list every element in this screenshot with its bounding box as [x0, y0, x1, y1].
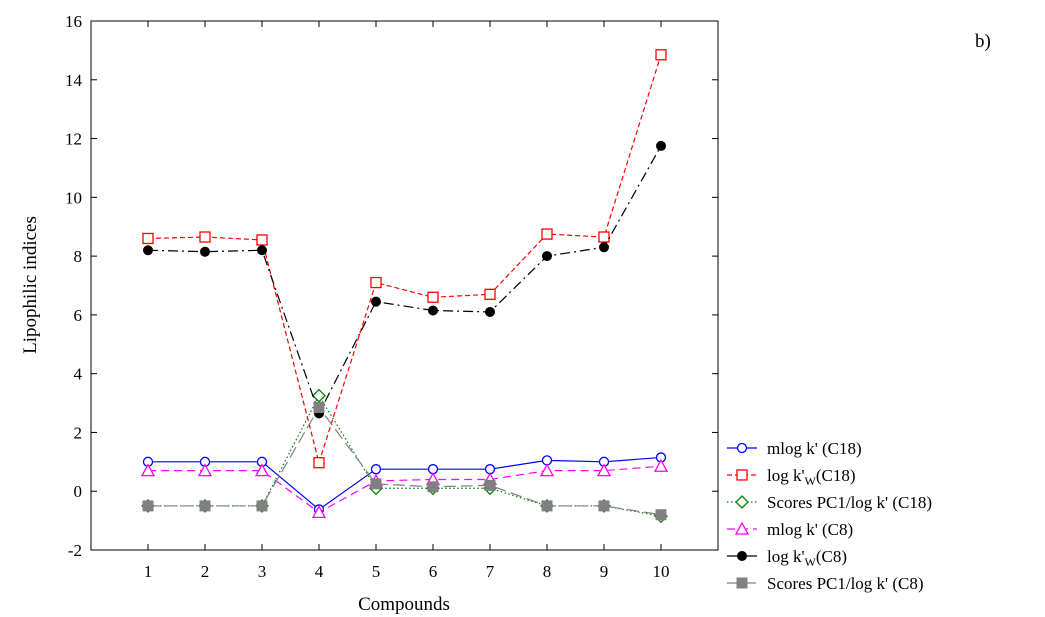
- data-point: [140, 463, 156, 477]
- data-point: [200, 246, 210, 257]
- data-point: [199, 231, 211, 243]
- data-point: [598, 231, 610, 243]
- data-point: [312, 388, 326, 403]
- x-tick-label: 5: [372, 562, 381, 581]
- data-point: [598, 500, 610, 512]
- data-point: [653, 458, 669, 472]
- y-tick-label: 6: [74, 306, 83, 325]
- y-tick-label: 12: [65, 130, 82, 149]
- series-2: [142, 49, 667, 469]
- data-point: [142, 500, 154, 512]
- data-point: [313, 401, 325, 413]
- data-point: [484, 288, 496, 300]
- data-point: [371, 296, 381, 307]
- series-line: [147, 54, 662, 465]
- series-line: [148, 456, 662, 511]
- data-point: [596, 463, 612, 477]
- series-line: [148, 394, 662, 517]
- data-point: [484, 479, 496, 491]
- data-point: [257, 245, 267, 256]
- legend-label: log k'W(C18): [767, 466, 856, 488]
- y-tick-label: 2: [74, 423, 83, 442]
- legend-label: mlog k' (C8): [767, 520, 853, 539]
- data-point: [256, 500, 268, 512]
- legend-item: Scores PC1/log k' (C18): [727, 493, 932, 512]
- y-axis: -2 0 2 4 6 8 10 12 14 16: [65, 12, 718, 560]
- data-point: [313, 457, 325, 469]
- x-axis-title: Compounds: [358, 594, 450, 615]
- plot-frame: [90, 20, 719, 551]
- data-point: [541, 228, 553, 240]
- data-point: [485, 306, 495, 317]
- data-point: [370, 464, 382, 475]
- panel-label: b): [975, 31, 991, 52]
- x-tick-label: 6: [429, 562, 438, 581]
- x-tick-label: 7: [486, 562, 495, 581]
- series-layer: [140, 49, 669, 524]
- y-tick-label: 8: [74, 247, 83, 266]
- data-point: [370, 478, 382, 490]
- data-point: [539, 463, 555, 477]
- data-point: [541, 500, 553, 512]
- series-3: [141, 388, 668, 524]
- legend-marker: [736, 577, 748, 589]
- y-tick-label: 16: [65, 12, 82, 31]
- series-1: [142, 452, 667, 515]
- legend-label: Scores PC1/log k' (C8): [767, 574, 924, 593]
- data-point: [655, 509, 667, 521]
- data-point: [655, 49, 667, 61]
- legend: mlog k' (C18) log k'W(C18) Scores PC1/log …: [727, 439, 932, 593]
- series-line: [148, 465, 662, 514]
- x-tick-label: 8: [543, 562, 552, 581]
- legend-marker: [736, 442, 748, 454]
- data-point: [427, 291, 439, 303]
- y-tick-label: 0: [74, 482, 83, 501]
- data-point: [542, 251, 552, 262]
- legend-label: log k'W(C8): [767, 547, 847, 569]
- x-tick-label: 2: [201, 562, 210, 581]
- series-line: [148, 406, 662, 516]
- series-5: [143, 140, 666, 419]
- legend-label: mlog k' (C18): [767, 439, 862, 458]
- x-tick-label: 9: [600, 562, 609, 581]
- data-point: [656, 140, 666, 151]
- data-point: [143, 245, 153, 256]
- series-6: [142, 401, 667, 521]
- legend-marker: [737, 551, 747, 561]
- data-point: [427, 481, 439, 493]
- data-point: [142, 232, 154, 245]
- data-point: [311, 505, 327, 519]
- y-tick-label: 10: [65, 188, 82, 207]
- legend-marker: [735, 495, 749, 509]
- data-point: [254, 463, 270, 477]
- y-tick-label: 14: [65, 71, 83, 90]
- y-tick-label: -2: [68, 541, 82, 560]
- x-tick-label: 4: [315, 562, 324, 581]
- y-axis-title: Lipophilic indices: [20, 216, 41, 354]
- data-point: [197, 463, 213, 477]
- x-tick-label: 3: [258, 562, 267, 581]
- legend-item: mlog k' (C18): [727, 439, 862, 458]
- x-tick-label: 10: [653, 562, 670, 581]
- legend-item: log k'W(C18): [727, 466, 856, 488]
- x-axis: 1 2 3 4 5 6 7 8 9 10: [144, 21, 670, 581]
- x-tick-label: 1: [144, 562, 153, 581]
- legend-item: mlog k' (C8): [727, 520, 853, 539]
- data-point: [599, 242, 609, 253]
- data-point: [199, 500, 211, 512]
- legend-marker: [736, 469, 748, 481]
- data-point: [256, 234, 268, 246]
- data-point: [370, 276, 382, 289]
- legend-label: Scores PC1/log k' (C18): [767, 493, 932, 512]
- legend-item: log k'W(C8): [727, 547, 847, 569]
- y-tick-label: 4: [74, 365, 83, 384]
- data-point: [428, 305, 438, 316]
- series-line: [147, 145, 662, 415]
- legend-item: Scores PC1/log k' (C8): [727, 574, 924, 593]
- legend-marker: [734, 521, 750, 535]
